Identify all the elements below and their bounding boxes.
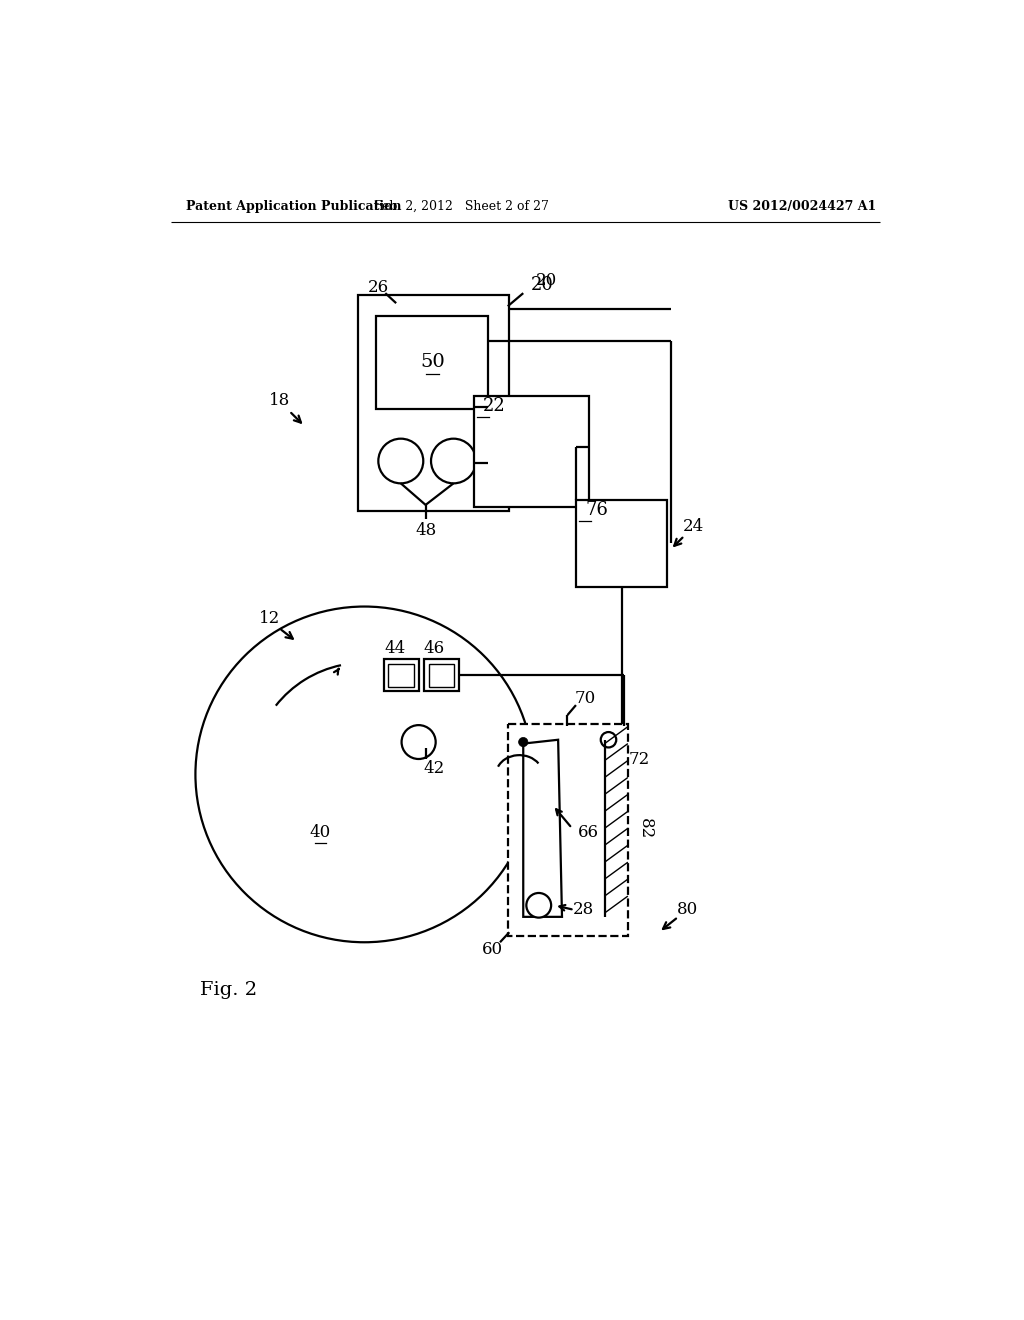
Bar bbox=[575, 499, 668, 586]
Text: 28: 28 bbox=[573, 902, 594, 919]
Text: 24: 24 bbox=[683, 517, 705, 535]
Circle shape bbox=[378, 438, 423, 483]
Text: 50: 50 bbox=[420, 354, 445, 371]
Circle shape bbox=[431, 438, 476, 483]
Bar bbox=[384, 659, 419, 692]
Bar bbox=[424, 659, 459, 692]
Bar bbox=[508, 725, 628, 936]
Text: 18: 18 bbox=[269, 392, 291, 409]
Circle shape bbox=[518, 738, 528, 747]
Text: 26: 26 bbox=[368, 280, 389, 296]
Bar bbox=[376, 317, 488, 409]
Text: Fig. 2: Fig. 2 bbox=[200, 981, 257, 999]
Text: 72: 72 bbox=[629, 751, 650, 767]
Text: 48: 48 bbox=[415, 521, 436, 539]
Circle shape bbox=[401, 725, 435, 759]
Text: 20: 20 bbox=[536, 272, 557, 289]
Circle shape bbox=[526, 892, 551, 917]
Text: 60: 60 bbox=[481, 941, 503, 958]
Text: 82: 82 bbox=[637, 817, 654, 840]
Text: 42: 42 bbox=[424, 760, 444, 776]
Text: 46: 46 bbox=[424, 640, 444, 657]
Polygon shape bbox=[523, 739, 562, 917]
Bar bbox=[474, 396, 589, 507]
Text: US 2012/0024427 A1: US 2012/0024427 A1 bbox=[728, 199, 877, 213]
Bar bbox=[429, 664, 455, 686]
Text: Feb. 2, 2012   Sheet 2 of 27: Feb. 2, 2012 Sheet 2 of 27 bbox=[374, 199, 549, 213]
Bar bbox=[388, 664, 414, 686]
Circle shape bbox=[601, 733, 616, 747]
Text: 44: 44 bbox=[385, 640, 406, 657]
Bar bbox=[358, 296, 509, 511]
Text: 20: 20 bbox=[531, 276, 554, 294]
Text: 76: 76 bbox=[586, 502, 608, 519]
Text: 12: 12 bbox=[259, 610, 281, 627]
Circle shape bbox=[196, 607, 534, 942]
Text: Patent Application Publication: Patent Application Publication bbox=[186, 199, 401, 213]
Text: 22: 22 bbox=[483, 397, 506, 416]
Text: 80: 80 bbox=[677, 900, 698, 917]
Text: 70: 70 bbox=[574, 690, 596, 708]
Text: 66: 66 bbox=[578, 825, 599, 841]
Text: 40: 40 bbox=[309, 825, 331, 841]
